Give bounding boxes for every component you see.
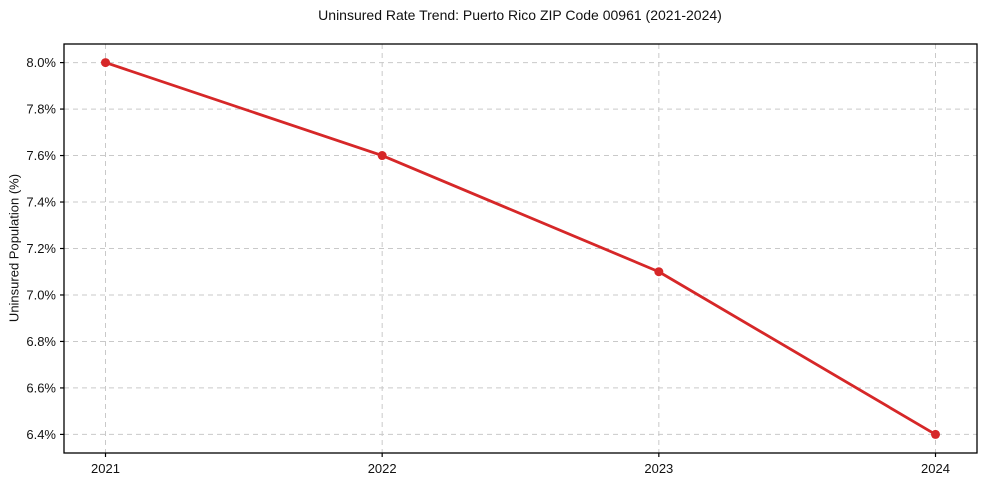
x-tick-label: 2021 <box>91 461 120 476</box>
x-tick-label: 2022 <box>368 461 397 476</box>
data-point-2022 <box>377 151 387 161</box>
y-tick-label: 7.0% <box>26 287 56 302</box>
y-tick-label: 7.4% <box>26 195 56 210</box>
x-tick-label: 2024 <box>921 461 950 476</box>
trend-line <box>104 61 937 436</box>
chart-title: Uninsured Rate Trend: Puerto Rico ZIP Co… <box>318 7 722 23</box>
y-tick-label: 8.0% <box>26 55 56 70</box>
data-point-2024 <box>931 429 940 439</box>
y-tick-label: 6.8% <box>26 334 56 349</box>
plot-spines <box>63 43 978 454</box>
data-point-2023 <box>654 267 664 277</box>
x-tick-label: 2023 <box>644 461 673 476</box>
y-tick-label: 6.4% <box>26 427 56 442</box>
y-tick-label: 7.6% <box>26 148 56 163</box>
data-point-2021 <box>101 58 110 68</box>
y-tick-label: 7.8% <box>26 102 56 117</box>
y-tick-label: 6.6% <box>26 380 56 395</box>
y-tick-label: 7.2% <box>26 241 56 256</box>
